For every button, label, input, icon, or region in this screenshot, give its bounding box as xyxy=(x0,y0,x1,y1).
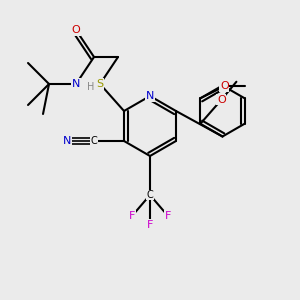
Text: N: N xyxy=(146,91,154,101)
Text: O: O xyxy=(72,25,80,35)
Text: F: F xyxy=(165,211,171,221)
Text: F: F xyxy=(147,220,153,230)
Text: O: O xyxy=(217,95,226,105)
Text: N: N xyxy=(63,136,71,146)
Text: C: C xyxy=(91,136,98,146)
Text: S: S xyxy=(97,79,104,89)
Text: O: O xyxy=(220,81,229,91)
Text: C: C xyxy=(147,190,153,200)
Text: F: F xyxy=(129,211,135,221)
Text: N: N xyxy=(72,79,80,89)
Text: H: H xyxy=(87,82,95,92)
